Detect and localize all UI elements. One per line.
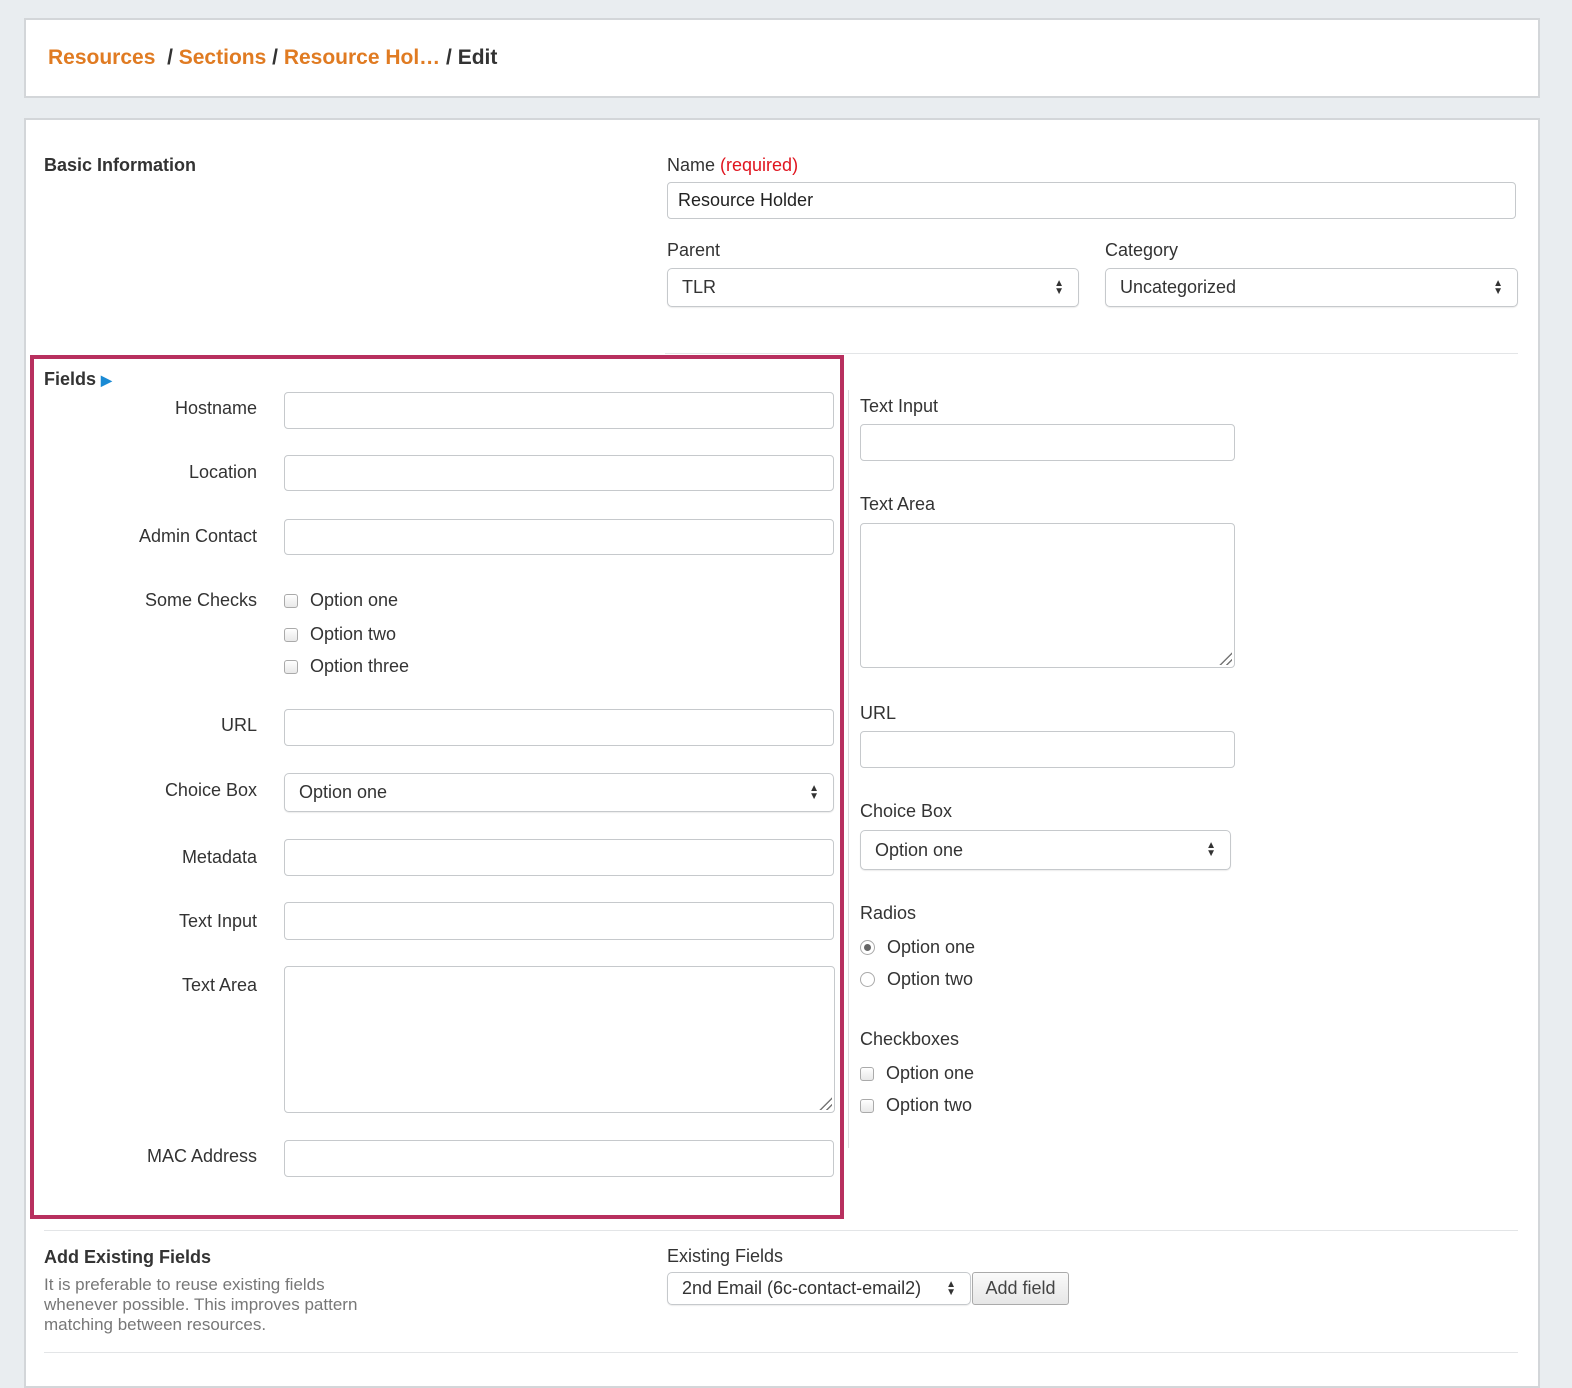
breadcrumb-sections[interactable]: Sections — [178, 46, 267, 69]
add-existing-heading: Add Existing Fields — [44, 1247, 212, 1267]
select-arrows-icon: ▲ ▼ — [1054, 277, 1064, 297]
text-input[interactable] — [284, 902, 834, 940]
text-area[interactable] — [284, 966, 835, 1113]
mac-address-label: MAC Address — [146, 1146, 257, 1166]
fields-heading-text: Fields — [44, 369, 97, 389]
check-option-three[interactable]: Option three — [284, 656, 409, 677]
choice-box-select[interactable]: Option one ▲ ▼ — [284, 773, 834, 812]
basic-info-heading: Basic Information — [44, 155, 197, 175]
parent-value: TLR — [682, 277, 717, 297]
required-indicator: (required) — [720, 155, 799, 175]
select-arrows-icon: ▲ ▼ — [809, 782, 819, 802]
admin-contact-input[interactable] — [284, 519, 834, 555]
option-label: Option two — [887, 969, 974, 989]
preview-text-area[interactable] — [860, 523, 1235, 668]
category-label: Category — [1105, 240, 1179, 260]
parent-select[interactable]: TLR ▲ ▼ — [667, 268, 1079, 307]
breadcrumb-separator: / — [161, 46, 173, 69]
preview-choice-box-label: Choice Box — [860, 801, 953, 821]
select-arrows-icon: ▲ ▼ — [946, 1278, 956, 1298]
text-area-label: Text Area — [181, 975, 257, 995]
mac-address-input[interactable] — [284, 1140, 834, 1177]
radios-label: Radios — [860, 903, 917, 923]
radio-option-one[interactable]: Option one — [860, 937, 975, 958]
preview-text-input-label: Text Input — [860, 396, 939, 416]
url-label: URL — [220, 715, 257, 735]
existing-value: 2nd Email (6c-contact-email2) — [682, 1278, 922, 1298]
name-label: Name (required) — [667, 155, 798, 176]
check-option-two[interactable]: Option two — [284, 624, 396, 645]
existing-fields-select[interactable]: 2nd Email (6c-contact-email2) ▲ ▼ — [667, 1272, 971, 1305]
location-input[interactable] — [284, 455, 834, 491]
divider — [44, 1230, 1518, 1231]
add-existing-description: It is preferable to reuse existing field… — [44, 1275, 358, 1334]
option-label: Option two — [310, 624, 397, 644]
text-input-label: Text Input — [178, 911, 257, 931]
checkbox[interactable] — [860, 1098, 874, 1113]
name-input[interactable]: Resource Holder — [667, 182, 1516, 219]
existing-fields-label: Existing Fields — [667, 1246, 784, 1266]
expand-arrow-icon[interactable]: ▶ — [101, 372, 112, 388]
breadcrumb-resource-holder[interactable]: Resource Hol… — [283, 46, 441, 69]
metadata-label: Metadata — [181, 847, 257, 867]
parent-label: Parent — [667, 240, 721, 260]
metadata-input[interactable] — [284, 839, 834, 876]
location-label: Location — [188, 462, 257, 482]
breadcrumb-separator: / — [272, 46, 278, 69]
preview-divider — [848, 390, 849, 1148]
select-arrows-icon: ▲ ▼ — [1206, 840, 1216, 859]
option-label: Option two — [886, 1095, 973, 1115]
checkbox-option-one[interactable]: Option one — [860, 1063, 974, 1084]
some-checks-label: Some Checks — [144, 590, 257, 610]
category-value: Uncategorized — [1120, 277, 1237, 297]
radio-button[interactable] — [860, 940, 875, 955]
check-option-one[interactable]: Option one — [284, 590, 398, 611]
choice-box-label: Choice Box — [164, 780, 257, 800]
checkbox-option-two[interactable]: Option two — [860, 1095, 972, 1116]
preview-choice-box-select[interactable]: Option one ▲ ▼ — [860, 830, 1231, 870]
checkbox[interactable] — [860, 1066, 874, 1081]
breadcrumb-bar: Resources / Sections / Resource Hol… / E… — [24, 18, 1540, 98]
resize-grip-icon[interactable] — [818, 1096, 832, 1110]
radio-button[interactable] — [860, 972, 875, 987]
preview-text-area-label: Text Area — [860, 494, 936, 514]
preview-url-input[interactable] — [860, 731, 1235, 768]
radio-option-two[interactable]: Option two — [860, 969, 973, 990]
breadcrumb-separator: / — [446, 46, 452, 69]
preview-text-input[interactable] — [860, 424, 1235, 461]
checkbox[interactable] — [284, 627, 298, 642]
checkbox[interactable] — [284, 659, 298, 674]
divider — [44, 1352, 1518, 1353]
select-arrows-icon: ▲ ▼ — [1493, 277, 1503, 297]
divider — [665, 353, 1518, 354]
choice-value: Option one — [875, 839, 964, 860]
checkbox[interactable] — [284, 593, 298, 608]
hostname-input[interactable] — [284, 392, 834, 429]
hostname-label: Hostname — [174, 398, 257, 418]
resize-grip-icon[interactable] — [1218, 651, 1232, 665]
breadcrumb-resources[interactable]: Resources — [48, 46, 156, 69]
url-input[interactable] — [284, 709, 834, 746]
preview-url-label: URL — [860, 703, 897, 723]
name-label-text: Name — [667, 155, 716, 175]
option-label: Option one — [887, 937, 976, 957]
option-label: Option one — [310, 590, 399, 610]
choice-value: Option one — [299, 782, 388, 802]
category-select[interactable]: Uncategorized ▲ ▼ — [1105, 268, 1518, 307]
fields-highlight-box — [30, 355, 844, 1219]
breadcrumb-current: Edit — [457, 46, 498, 69]
checkboxes-label: Checkboxes — [860, 1029, 960, 1049]
option-label: Option one — [886, 1063, 975, 1083]
admin-contact-label: Admin Contact — [138, 526, 257, 546]
breadcrumb: Resources / Sections / Resource Hol… / E… — [48, 46, 497, 70]
option-label: Option three — [310, 656, 410, 676]
add-field-button[interactable]: Add field — [972, 1272, 1069, 1305]
fields-heading[interactable]: Fields ▶ — [44, 369, 112, 390]
